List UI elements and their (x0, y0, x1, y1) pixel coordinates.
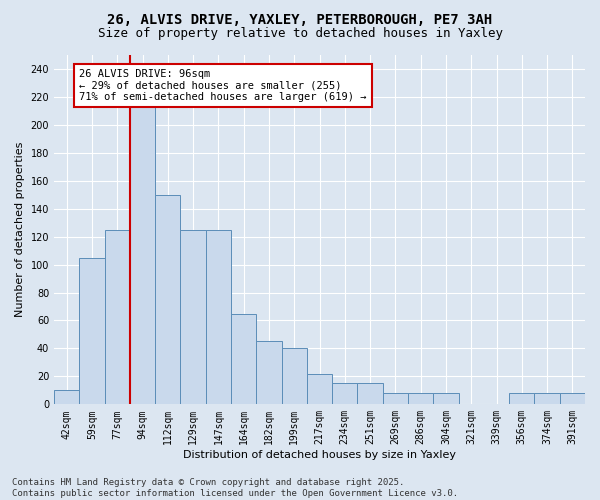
Bar (181, 230, 206, 404)
Text: 26, ALVIS DRIVE, YAXLEY, PETERBOROUGH, PE7 3AH: 26, ALVIS DRIVE, YAXLEY, PETERBOROUGH, P… (107, 12, 493, 26)
Text: Size of property relative to detached houses in Yaxley: Size of property relative to detached ho… (97, 28, 503, 40)
Bar (206, 230, 231, 404)
Text: Contains HM Land Registry data © Crown copyright and database right 2025.
Contai: Contains HM Land Registry data © Crown c… (12, 478, 458, 498)
Bar (433, 393, 458, 404)
Bar (130, 83, 155, 404)
Text: 26 ALVIS DRIVE: 96sqm
← 29% of detached houses are smaller (255)
71% of semi-det: 26 ALVIS DRIVE: 96sqm ← 29% of detached … (79, 69, 367, 102)
X-axis label: Distribution of detached houses by size in Yaxley: Distribution of detached houses by size … (183, 450, 456, 460)
Bar (509, 393, 535, 404)
Bar (358, 384, 383, 404)
Bar (54, 390, 79, 404)
Bar (383, 393, 408, 404)
Y-axis label: Number of detached properties: Number of detached properties (15, 142, 25, 318)
Bar (231, 314, 256, 404)
Bar (155, 194, 181, 404)
Bar (307, 374, 332, 404)
Bar (560, 393, 585, 404)
Bar (256, 342, 281, 404)
Bar (408, 393, 433, 404)
Bar (104, 230, 130, 404)
Bar (535, 393, 560, 404)
Bar (79, 258, 104, 404)
Bar (281, 348, 307, 405)
Bar (332, 384, 358, 404)
